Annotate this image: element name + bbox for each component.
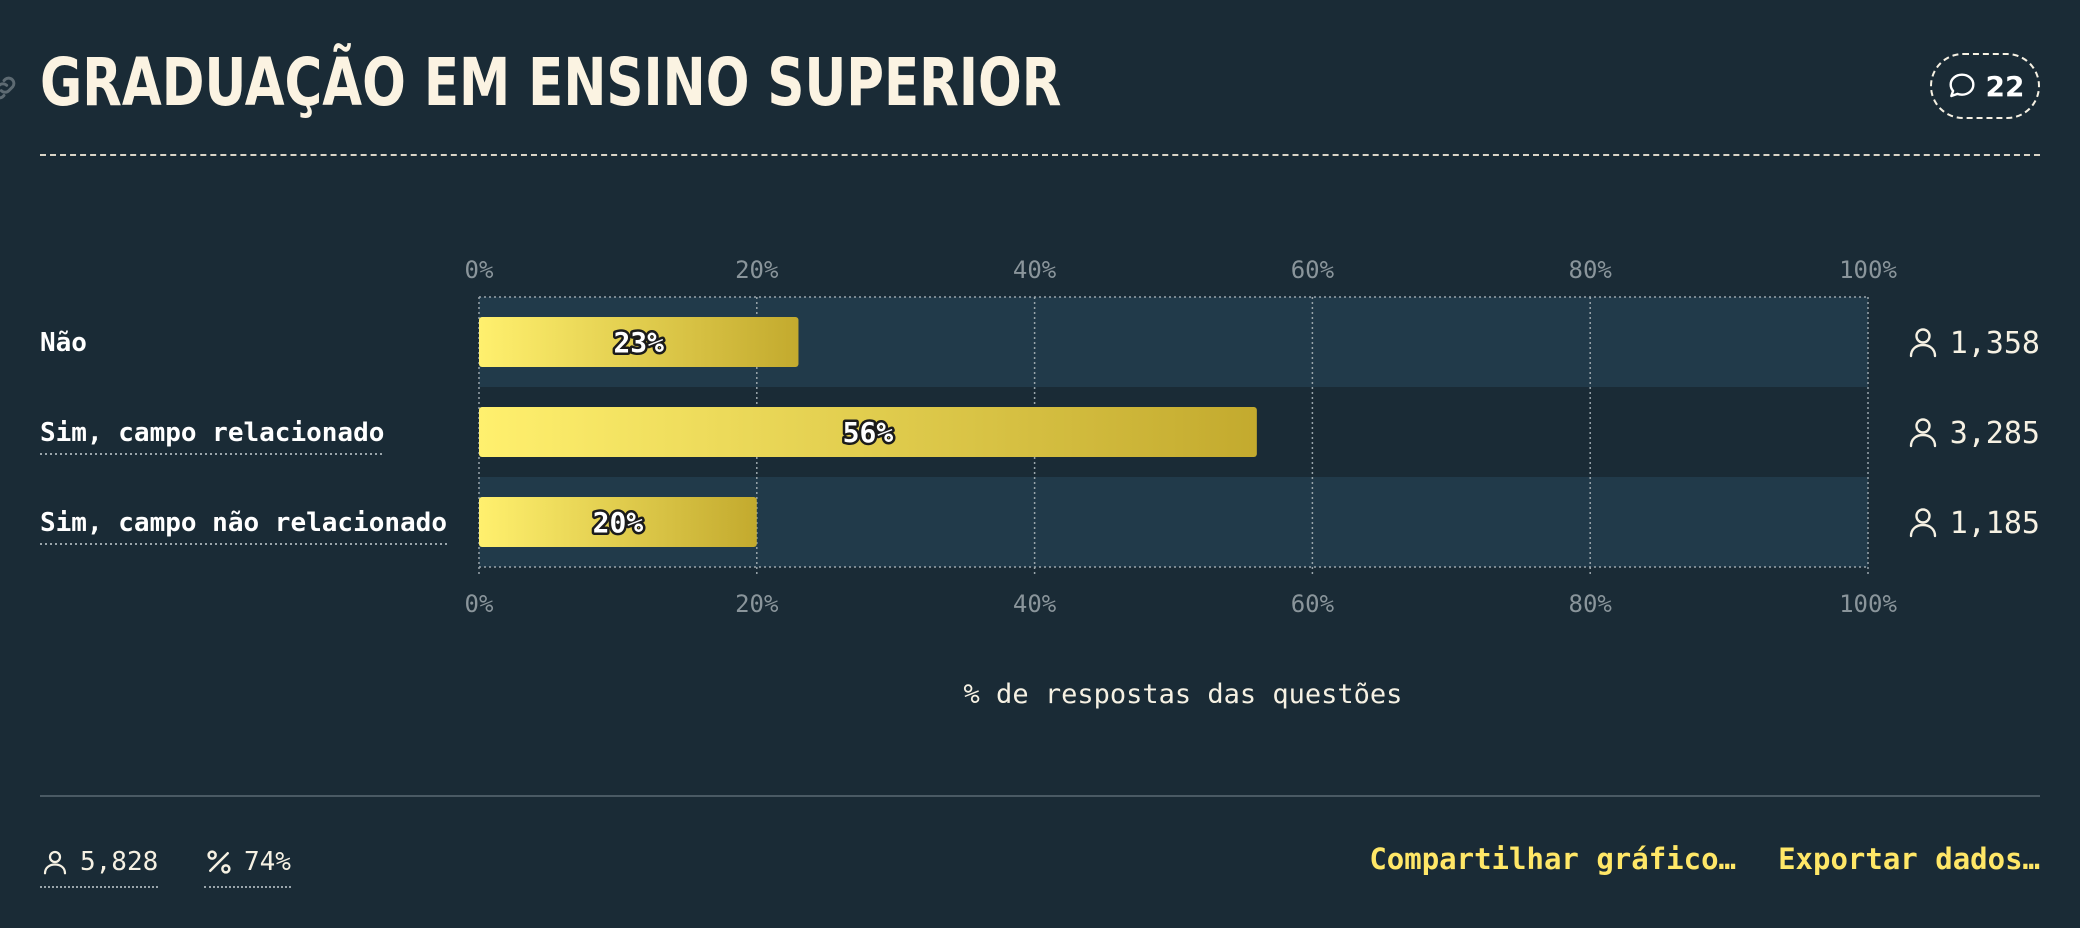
x-tick-label-bottom: 100% bbox=[1839, 590, 1897, 618]
bar-value-label: 23% bbox=[613, 326, 664, 359]
person-icon bbox=[1909, 418, 1937, 448]
x-tick-label-top: 40% bbox=[1013, 256, 1057, 284]
x-tick-label-bottom: 60% bbox=[1291, 590, 1335, 618]
footer-divider bbox=[40, 795, 2040, 797]
link-icon[interactable] bbox=[0, 72, 20, 104]
speech-bubble-icon bbox=[1948, 73, 1975, 98]
total-respondents-value: 5,828 bbox=[80, 847, 159, 877]
x-axis-title: % de respostas das questões bbox=[964, 679, 1403, 710]
response-rate-value: 74% bbox=[244, 847, 291, 877]
respondent-count: 1,358 bbox=[1950, 326, 2040, 361]
response-rate[interactable]: 74% bbox=[204, 840, 291, 888]
percent-icon bbox=[207, 850, 231, 874]
total-respondents[interactable]: 5,828 bbox=[40, 840, 159, 888]
x-tick-label-top: 20% bbox=[735, 256, 779, 284]
comment-count: 22 bbox=[1985, 69, 2025, 103]
x-tick-label-bottom: 80% bbox=[1569, 590, 1613, 618]
respondent-count: 1,185 bbox=[1950, 506, 2040, 541]
bar[interactable] bbox=[479, 497, 757, 547]
page-title: GRADUAÇÃO EM ENSINO SUPERIOR bbox=[40, 44, 1062, 121]
x-tick-label-bottom: 40% bbox=[1013, 590, 1057, 618]
category-label: Não bbox=[40, 328, 87, 358]
category-label[interactable]: Sim, campo relacionado bbox=[40, 418, 384, 448]
export-data-link[interactable]: Exportar dados… bbox=[1778, 842, 2040, 876]
category-label[interactable]: Sim, campo não relacionado bbox=[40, 508, 447, 538]
comments-button[interactable]: 22 bbox=[1930, 53, 2040, 119]
person-icon bbox=[43, 850, 67, 875]
x-tick-label-top: 100% bbox=[1839, 256, 1897, 284]
share-chart-link[interactable]: Compartilhar gráfico… bbox=[1369, 842, 1736, 876]
bar[interactable] bbox=[479, 317, 799, 367]
bar[interactable] bbox=[479, 407, 1257, 457]
x-tick-label-bottom: 0% bbox=[465, 590, 494, 618]
respondent-count: 3,285 bbox=[1950, 416, 2040, 451]
person-icon bbox=[1909, 328, 1937, 358]
bar-chart: 0% 0% 20% 20% 40% 40% 60% 60% 80% 80% 100% 100% 23%… bbox=[40, 256, 2040, 710]
title-divider bbox=[40, 154, 2040, 156]
x-tick-label-bottom: 20% bbox=[735, 590, 779, 618]
x-tick-label-top: 0% bbox=[465, 256, 494, 284]
x-tick-label-top: 80% bbox=[1569, 256, 1613, 284]
bar-value-label: 20% bbox=[593, 506, 644, 539]
bar-value-label: 56% bbox=[843, 416, 894, 449]
x-tick-label-top: 60% bbox=[1291, 256, 1335, 284]
person-icon bbox=[1909, 508, 1937, 538]
